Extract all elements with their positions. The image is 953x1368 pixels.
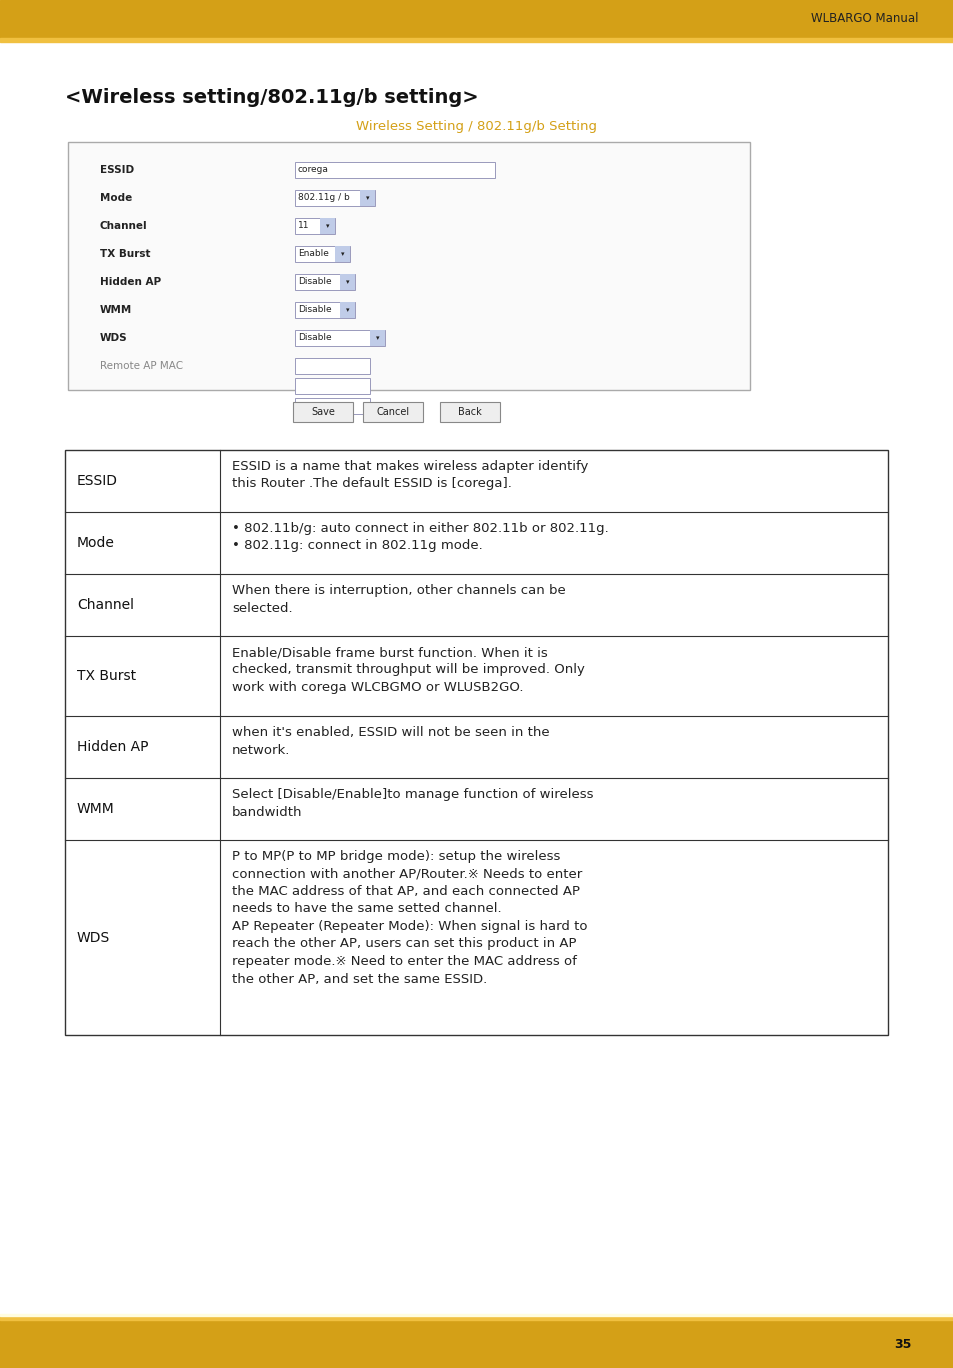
Text: • 802.11b/g: auto connect in either 802.11b or 802.11g.
• 802.11g: connect in 80: • 802.11b/g: auto connect in either 802.… — [232, 523, 608, 553]
Text: Save: Save — [311, 408, 335, 417]
Bar — [335, 246, 350, 263]
Text: ▾: ▾ — [366, 196, 370, 201]
Text: When there is interruption, other channels can be
selected.: When there is interruption, other channe… — [232, 584, 565, 614]
Text: <Wireless setting/802.11g/b setting>: <Wireless setting/802.11g/b setting> — [65, 88, 478, 107]
Text: Mode: Mode — [100, 193, 132, 202]
Bar — [0, 1316, 953, 1320]
Text: Back: Back — [457, 408, 481, 417]
Bar — [319, 218, 335, 234]
Text: WMM: WMM — [77, 802, 114, 815]
Bar — [363, 402, 422, 421]
Text: when it's enabled, ESSID will not be seen in the
network.: when it's enabled, ESSID will not be see… — [232, 726, 549, 757]
Bar — [294, 190, 375, 207]
Text: ESSID: ESSID — [100, 166, 134, 175]
Bar — [294, 274, 355, 290]
Text: Mode: Mode — [77, 536, 114, 550]
Text: ESSID is a name that makes wireless adapter identify
this Router .The default ES: ESSID is a name that makes wireless adap… — [232, 460, 588, 491]
Text: Select [Disable/Enable]to manage function of wireless
bandwidth: Select [Disable/Enable]to manage functio… — [232, 788, 593, 818]
Bar — [439, 402, 499, 421]
Bar — [0, 0, 953, 38]
Text: Cancel: Cancel — [376, 408, 409, 417]
Bar — [294, 330, 385, 346]
Text: ▾: ▾ — [326, 223, 330, 228]
Bar — [294, 246, 350, 263]
Text: Disable: Disable — [297, 334, 332, 342]
Text: Enable/Disable frame burst function. When it is
checked, transmit throughput wil: Enable/Disable frame burst function. Whe… — [232, 646, 584, 694]
Bar — [294, 302, 355, 317]
Text: Disable: Disable — [297, 278, 332, 286]
Bar — [0, 1315, 953, 1316]
Text: Enable: Enable — [297, 249, 329, 259]
Text: WDS: WDS — [100, 332, 128, 343]
Bar — [68, 142, 749, 390]
Text: ▾: ▾ — [346, 306, 350, 313]
Bar — [339, 302, 355, 317]
Bar — [294, 358, 370, 373]
Bar — [294, 378, 370, 394]
Text: Channel: Channel — [77, 598, 133, 611]
Bar — [339, 274, 355, 290]
Bar — [359, 190, 375, 207]
Text: ▾: ▾ — [346, 279, 350, 285]
Bar — [65, 450, 887, 1036]
Text: Hidden AP: Hidden AP — [77, 740, 149, 754]
Text: Hidden AP: Hidden AP — [100, 276, 161, 287]
Text: Wireless Setting / 802.11g/b Setting: Wireless Setting / 802.11g/b Setting — [356, 120, 597, 133]
Text: WMM: WMM — [100, 305, 132, 315]
Bar — [294, 161, 495, 178]
Bar — [294, 398, 370, 415]
Bar — [370, 330, 385, 346]
Bar — [293, 402, 353, 421]
Text: TX Burst: TX Burst — [100, 249, 151, 259]
Bar — [0, 38, 953, 42]
Text: TX Burst: TX Burst — [77, 669, 136, 683]
Bar — [294, 218, 335, 234]
Text: Channel: Channel — [100, 222, 148, 231]
Text: 35: 35 — [894, 1338, 911, 1350]
Text: ▾: ▾ — [375, 335, 379, 341]
Text: WDS: WDS — [77, 930, 111, 944]
Text: 802.11g / b: 802.11g / b — [297, 193, 350, 202]
Text: Disable: Disable — [297, 305, 332, 315]
Text: Remote AP MAC: Remote AP MAC — [100, 361, 183, 371]
Bar — [0, 1320, 953, 1368]
Text: WLBARGO Manual: WLBARGO Manual — [811, 12, 918, 26]
Text: ESSID: ESSID — [77, 473, 118, 488]
Text: corega: corega — [297, 166, 329, 175]
Text: ▾: ▾ — [341, 250, 344, 257]
Text: P to MP(P to MP bridge mode): setup the wireless
connection with another AP/Rout: P to MP(P to MP bridge mode): setup the … — [232, 850, 587, 985]
Text: 11: 11 — [297, 222, 309, 230]
